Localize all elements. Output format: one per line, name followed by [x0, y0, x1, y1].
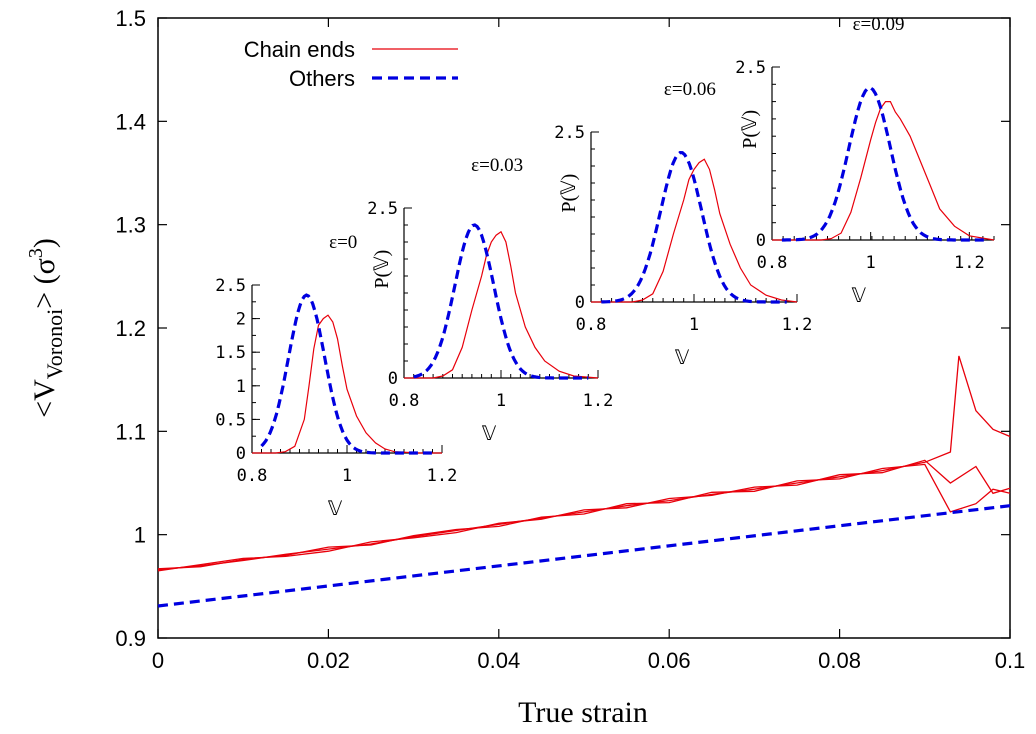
y-axis-title: <VVoronoi> (σ3): [25, 238, 67, 418]
inset-x-tick-label: 1.2: [782, 315, 813, 335]
y-axis-title-sup: 3: [25, 248, 47, 258]
inset-y-label: P(𝕍): [739, 110, 761, 149]
series-line-chain-ends-2: [157, 459, 1011, 572]
inset-x-label: 𝕍: [851, 285, 866, 307]
y-tick-label: 1.3: [115, 213, 146, 238]
inset-chain-ends-curve: [404, 230, 599, 379]
inset-y-tick-label: 0.5: [215, 410, 246, 430]
inset-y-tick-label: 0: [236, 444, 246, 464]
inset-x-tick-label: 0.8: [389, 391, 420, 411]
inset-title: ε=0: [329, 232, 357, 253]
inset-y-tick-label: 2.5: [554, 123, 585, 143]
inset-chain-ends-curve: [772, 100, 995, 241]
inset-title: ε=0.03: [471, 155, 523, 176]
inset-y-tick-label: 2.5: [367, 199, 398, 219]
x-axis-title: True strain: [518, 696, 648, 729]
inset-y-tick-label: 0: [388, 369, 398, 389]
series-line-chain-ends-3: [157, 463, 1011, 570]
inset-y-tick-label: 0: [756, 231, 766, 251]
main-series: [157, 355, 1011, 608]
inset-x-tick-label: 1: [496, 391, 506, 411]
inset-x-tick-label: 1.2: [427, 466, 458, 486]
y-tick-label: 1.1: [115, 419, 146, 444]
y-tick-label: 1: [134, 523, 146, 548]
inset-others-curve: [260, 293, 433, 455]
inset-4: 0.8 1 1.2 0 2.5 ε=0.09 𝕍 P(𝕍): [735, 14, 995, 307]
x-tick-label: 0.02: [307, 648, 350, 673]
y-tick-label: 1.2: [115, 316, 146, 341]
x-tick-label: 0.1: [995, 648, 1026, 673]
inset-title: ε=0.06: [664, 79, 716, 100]
inset-x-label: 𝕍: [675, 347, 690, 369]
inset-others-curve: [601, 150, 787, 304]
y-tick-label: 1.4: [115, 109, 146, 134]
inset-x-label: 𝕍: [482, 423, 497, 445]
x-tick-label: 0.08: [818, 648, 861, 673]
inset-chain-ends-curve: [252, 314, 442, 454]
y-axis-title-close: ): [28, 238, 61, 248]
inset-x-tick-label: 0.8: [757, 253, 788, 273]
inset-y-tick-label: 1: [236, 377, 246, 397]
inset-others-curve: [781, 86, 985, 242]
y-axis-title-sub: Voronoi: [42, 309, 67, 380]
insets: 0.8 1 1.2 0 0.5 1 1.5 2 2.5 ε=0 𝕍 0.8 1 1.2 0 2.5 ε=0.03…: [215, 14, 995, 520]
inset-1: 0.8 1 1.2 0 0.5 1 1.5 2 2.5 ε=0 𝕍: [215, 232, 457, 520]
inset-x-tick-label: 1: [342, 466, 352, 486]
inset-y-tick-label: 2.5: [215, 276, 246, 296]
inset-y-label: P(𝕍): [371, 250, 393, 289]
legend: Chain ends Others: [244, 37, 458, 91]
main-axes: 0 0.02 0.04 0.06 0.08 0.1 0.9 1 1.1 1.2 1.3 1.4 1.5: [115, 6, 1025, 673]
inset-y-label: P(𝕍): [558, 174, 580, 213]
inset-others-curve: [413, 223, 589, 380]
inset-x-tick-label: 0.8: [237, 466, 268, 486]
legend-label: Others: [289, 66, 355, 91]
y-tick-label: 1.5: [115, 6, 146, 31]
inset-x-tick-label: 0.8: [576, 315, 607, 335]
inset-y-tick-label: 0: [575, 293, 585, 313]
y-axis-title-main: <V: [28, 379, 61, 418]
inset-3: 0.8 1 1.2 0 2.5 ε=0.06 𝕍 P(𝕍): [554, 79, 812, 369]
inset-x-tick-label: 1: [866, 253, 876, 273]
inset-y-tick-label: 2.5: [735, 58, 766, 78]
x-tick-label: 0: [152, 648, 164, 673]
inset-y-tick-label: 2: [236, 310, 246, 330]
x-tick-label: 0.04: [477, 648, 520, 673]
y-axis-title-rest: > (σ: [28, 258, 61, 309]
inset-x-tick-label: 1.2: [954, 253, 985, 273]
legend-label: Chain ends: [244, 37, 355, 62]
inset-x-tick-label: 1.2: [583, 391, 614, 411]
inset-x-tick-label: 1: [689, 315, 699, 335]
inset-2: 0.8 1 1.2 0 2.5 ε=0.03 𝕍 P(𝕍): [367, 155, 613, 445]
inset-x-label: 𝕍: [328, 498, 343, 520]
x-tick-label: 0.06: [648, 648, 691, 673]
inset-y-tick-label: 1.5: [215, 343, 246, 363]
inset-chain-ends-curve: [591, 158, 798, 303]
y-tick-label: 0.9: [115, 626, 146, 651]
inset-title: ε=0.09: [853, 14, 905, 35]
